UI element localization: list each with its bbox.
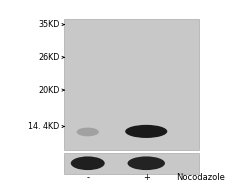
Bar [64, 19, 199, 150]
Bar [64, 153, 199, 174]
Text: -: - [86, 173, 89, 182]
Text: +: + [143, 173, 150, 182]
Ellipse shape [125, 125, 167, 138]
Ellipse shape [77, 128, 99, 136]
Text: 20KD: 20KD [38, 86, 60, 95]
Text: 26KD: 26KD [38, 53, 60, 62]
Text: Nocodazole: Nocodazole [176, 173, 224, 182]
Ellipse shape [71, 157, 105, 170]
Text: 14. 4KD: 14. 4KD [28, 122, 60, 131]
Text: 35KD: 35KD [38, 20, 60, 29]
Ellipse shape [128, 157, 165, 170]
